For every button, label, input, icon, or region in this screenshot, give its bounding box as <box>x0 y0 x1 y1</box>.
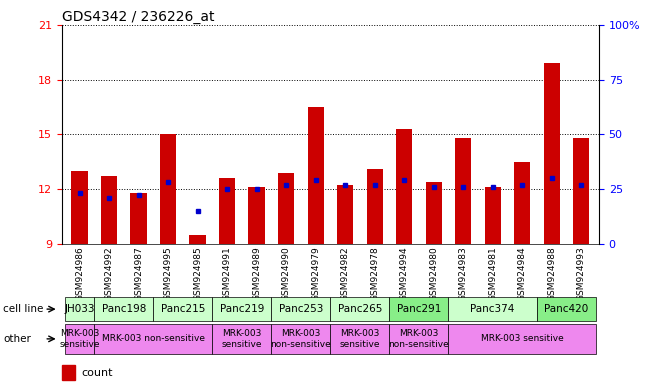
FancyBboxPatch shape <box>271 297 330 321</box>
Bar <box>278 173 294 244</box>
Bar <box>337 185 353 244</box>
Text: GSM924992: GSM924992 <box>105 247 113 301</box>
FancyBboxPatch shape <box>537 297 596 321</box>
FancyBboxPatch shape <box>449 297 537 321</box>
Text: Panc219: Panc219 <box>219 304 264 314</box>
Text: MRK-003
sensitive: MRK-003 sensitive <box>340 329 380 349</box>
Text: GSM924989: GSM924989 <box>252 247 261 301</box>
Text: GSM924991: GSM924991 <box>223 247 232 301</box>
Text: GSM924985: GSM924985 <box>193 247 202 301</box>
Bar <box>484 187 501 244</box>
Text: GDS4342 / 236226_at: GDS4342 / 236226_at <box>62 10 214 23</box>
Bar <box>514 162 531 244</box>
Bar <box>455 138 471 244</box>
Text: MRK-003
sensitive: MRK-003 sensitive <box>59 329 100 349</box>
FancyBboxPatch shape <box>94 324 212 354</box>
Text: GSM924994: GSM924994 <box>400 247 409 301</box>
Text: MRK-003
sensitive: MRK-003 sensitive <box>221 329 262 349</box>
Text: GSM924979: GSM924979 <box>311 247 320 301</box>
Text: cell line: cell line <box>3 304 44 314</box>
FancyBboxPatch shape <box>94 297 154 321</box>
Text: count: count <box>81 367 113 377</box>
FancyBboxPatch shape <box>389 297 449 321</box>
Text: Panc291: Panc291 <box>396 304 441 314</box>
Text: Panc265: Panc265 <box>338 304 382 314</box>
Bar <box>130 193 146 244</box>
FancyBboxPatch shape <box>330 297 389 321</box>
Text: GSM924995: GSM924995 <box>163 247 173 301</box>
Bar <box>367 169 383 244</box>
Bar <box>219 178 235 244</box>
Text: GSM924982: GSM924982 <box>340 247 350 301</box>
Bar <box>62 365 75 380</box>
Bar <box>249 187 265 244</box>
Text: JH033: JH033 <box>64 304 95 314</box>
FancyBboxPatch shape <box>65 297 94 321</box>
Bar <box>426 182 442 244</box>
Text: GSM924978: GSM924978 <box>370 247 379 301</box>
Text: MRK-003
non-sensitive: MRK-003 non-sensitive <box>389 329 449 349</box>
Bar <box>189 235 206 244</box>
FancyBboxPatch shape <box>65 324 94 354</box>
FancyBboxPatch shape <box>330 324 389 354</box>
Text: GSM924987: GSM924987 <box>134 247 143 301</box>
Text: MRK-003 sensitive: MRK-003 sensitive <box>481 334 564 343</box>
Bar <box>307 107 324 244</box>
Text: GSM924983: GSM924983 <box>459 247 467 301</box>
Text: Panc420: Panc420 <box>544 304 589 314</box>
Bar <box>101 176 117 244</box>
FancyBboxPatch shape <box>154 297 212 321</box>
Text: GSM924980: GSM924980 <box>429 247 438 301</box>
FancyBboxPatch shape <box>271 324 330 354</box>
Text: MRK-003
non-sensitive: MRK-003 non-sensitive <box>271 329 331 349</box>
Text: GSM924981: GSM924981 <box>488 247 497 301</box>
FancyBboxPatch shape <box>212 324 271 354</box>
Bar <box>544 63 560 244</box>
Text: GSM924986: GSM924986 <box>75 247 84 301</box>
Text: GSM924993: GSM924993 <box>577 247 586 301</box>
Text: other: other <box>3 334 31 344</box>
Text: Panc253: Panc253 <box>279 304 323 314</box>
Text: GSM924988: GSM924988 <box>547 247 556 301</box>
FancyBboxPatch shape <box>212 297 271 321</box>
Bar <box>573 138 589 244</box>
FancyBboxPatch shape <box>449 324 596 354</box>
Bar <box>160 134 176 244</box>
Text: MRK-003 non-sensitive: MRK-003 non-sensitive <box>102 334 205 343</box>
Text: Panc215: Panc215 <box>161 304 205 314</box>
Text: Panc198: Panc198 <box>102 304 146 314</box>
Bar <box>396 129 412 244</box>
Bar <box>72 171 88 244</box>
FancyBboxPatch shape <box>389 324 449 354</box>
Text: Panc374: Panc374 <box>471 304 515 314</box>
Text: GSM924984: GSM924984 <box>518 247 527 301</box>
Text: GSM924990: GSM924990 <box>282 247 290 301</box>
